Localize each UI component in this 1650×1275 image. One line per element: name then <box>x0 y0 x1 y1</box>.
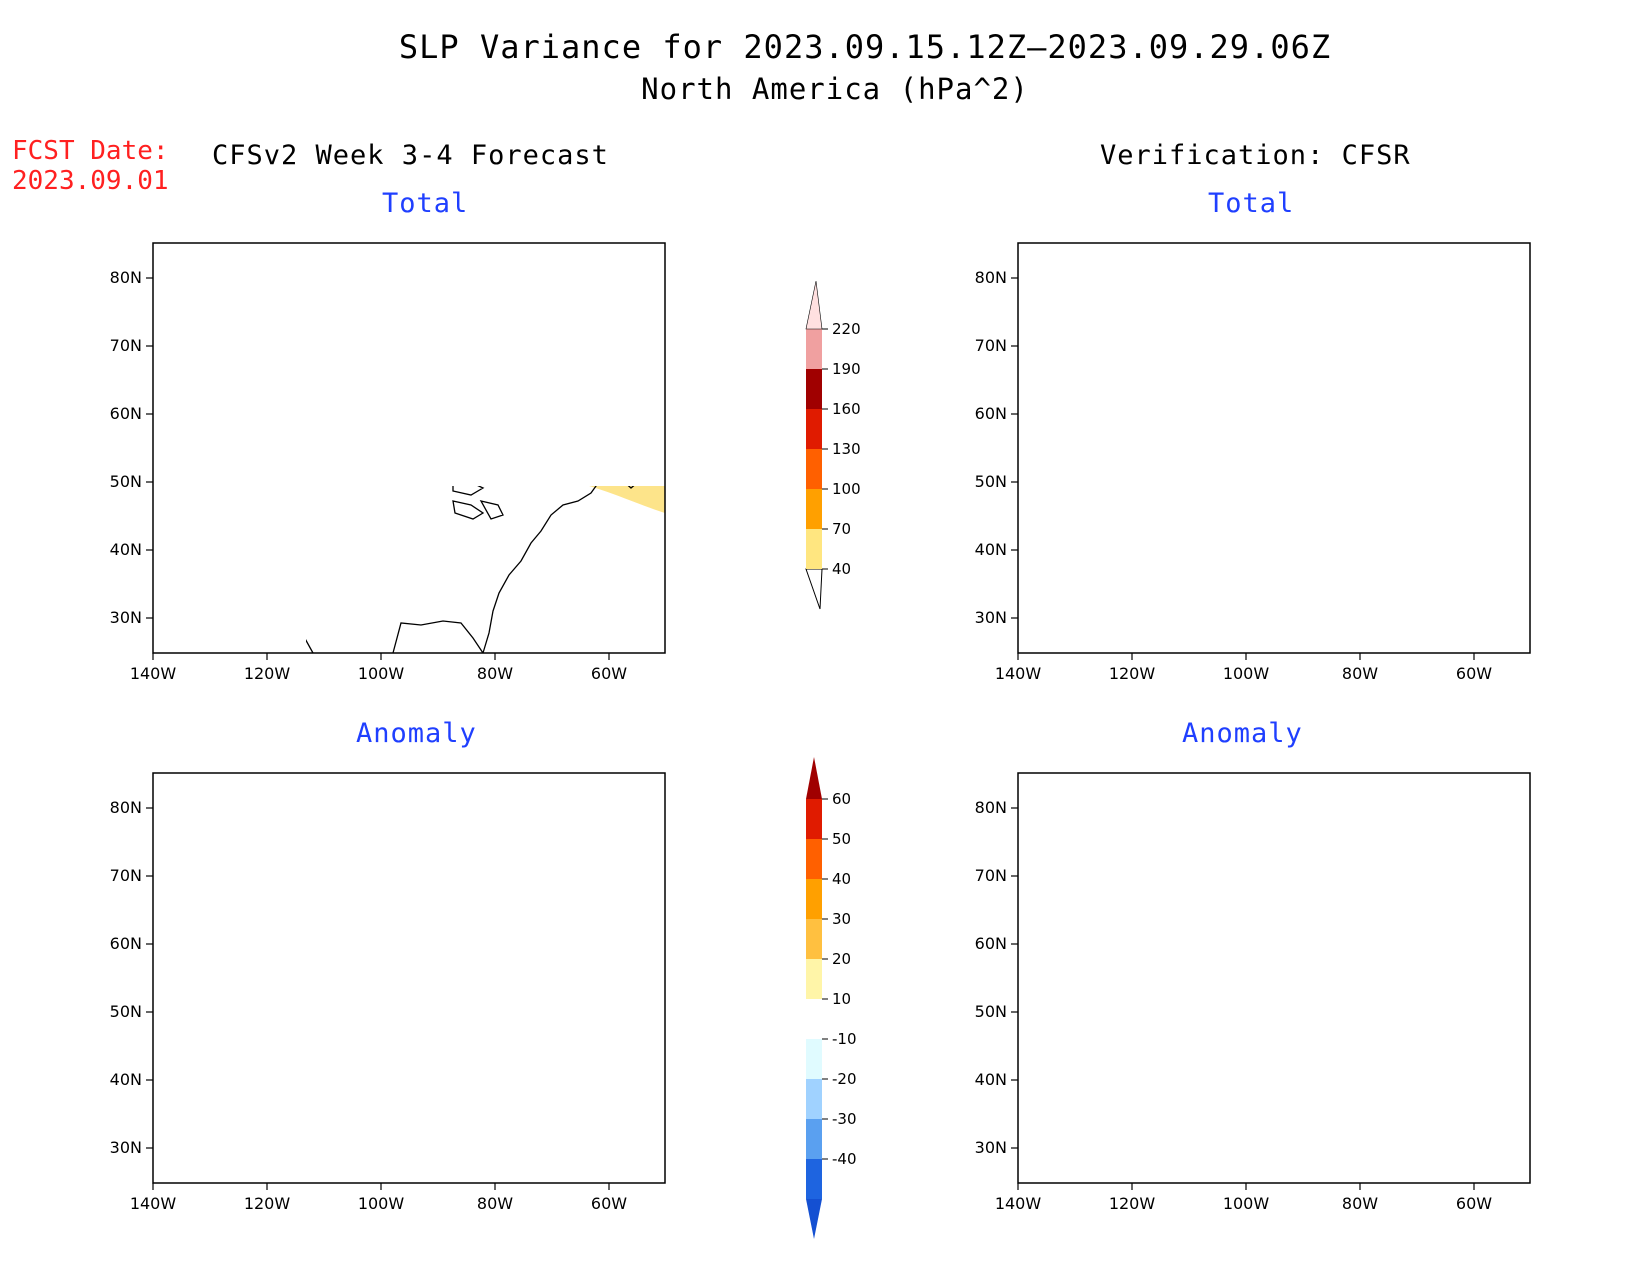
panel-title-verif-anomaly: Anomaly <box>1182 718 1303 749</box>
colorbar-label: 40 <box>832 560 851 578</box>
lat-tick-label: 40N <box>110 540 142 559</box>
colorbar-label: 50 <box>832 830 851 848</box>
colorbar-label: -20 <box>832 1070 857 1088</box>
colorbar-label: 40 <box>832 870 851 888</box>
lat-tick-label: 40N <box>975 1070 1007 1089</box>
lat-tick-label: 50N <box>975 1002 1007 1021</box>
colorbar-swatch <box>806 1159 822 1199</box>
colorbar-swatch <box>806 879 822 919</box>
lon-tick-label: 60W <box>1456 664 1492 683</box>
colorbar-swatch <box>806 959 822 999</box>
colorbar-label: 100 <box>832 480 861 498</box>
lat-tick-label: 60N <box>110 934 142 953</box>
lat-tick-label: 40N <box>975 540 1007 559</box>
colorbar-label: 220 <box>832 320 861 338</box>
colorbar-label: 160 <box>832 400 861 418</box>
panel-title-fcst-anomaly: Anomaly <box>356 718 477 749</box>
colorbar-end-low <box>806 1199 822 1239</box>
colorbar-label: 130 <box>832 440 861 458</box>
colorbar-anomaly: 60 50 40 30 20 10 -10 -20 -30 -40 <box>806 757 857 1239</box>
lon-tick-label: 80W <box>477 664 513 683</box>
lon-tick-label: 120W <box>1109 664 1156 683</box>
lat-tick-label: 60N <box>975 404 1007 423</box>
panel-title-verif-total: Total <box>1208 188 1295 219</box>
lon-tick-label: 80W <box>1342 664 1378 683</box>
lon-tick-label: 80W <box>477 1194 513 1213</box>
colorbar-total: 40 70 100 130 160 190 220 <box>805 280 861 610</box>
lon-tick-label: 60W <box>1456 1194 1492 1213</box>
colorbar-swatch <box>806 409 822 449</box>
lat-tick-label: 30N <box>110 1138 142 1157</box>
colorbar-swatch <box>806 1119 822 1159</box>
colorbar-swatch <box>806 369 822 409</box>
lat-tick-label: 60N <box>975 934 1007 953</box>
verification-column-header: Verification: CFSR <box>1100 140 1411 171</box>
colorbar-swatch <box>806 329 822 369</box>
lon-tick-label: 100W <box>358 664 405 683</box>
forecast-column-header: CFSv2 Week 3-4 Forecast <box>212 140 609 171</box>
lon-tick-label: 100W <box>1223 664 1270 683</box>
lat-tick-label: 30N <box>110 608 142 627</box>
colorbar-label: -40 <box>832 1150 857 1168</box>
lon-tick-label: 140W <box>130 1194 177 1213</box>
lat-tick-label: 70N <box>110 336 142 355</box>
axes-layer: 80N 70N 60N 50N 40N 30N 140W 120W 100W 80W 60W 80N 7… <box>110 268 1493 1213</box>
colorbar-end-low <box>805 568 823 610</box>
chart-title: SLP Variance for 2023.09.15.12Z–2023.09.… <box>398 28 1332 66</box>
lon-tick-label: 100W <box>358 1194 405 1213</box>
lat-tick-label: 80N <box>110 268 142 287</box>
lon-tick-label: 120W <box>244 1194 291 1213</box>
fcst-date-label: FCST Date: <box>12 136 169 166</box>
lon-tick-label: 140W <box>130 664 177 683</box>
lon-tick-label: 60W <box>591 1194 627 1213</box>
colorbar-end-high <box>806 757 822 799</box>
colorbar-label: 70 <box>832 520 851 538</box>
panel-title-fcst-total: Total <box>382 188 469 219</box>
lat-tick-label: 50N <box>110 1002 142 1021</box>
colorbar-swatch <box>806 999 822 1039</box>
colorbar-swatch <box>806 1039 822 1079</box>
lat-tick-label: 60N <box>110 404 142 423</box>
lat-tick-label: 70N <box>110 866 142 885</box>
colorbar-swatch <box>806 1079 822 1119</box>
lon-tick-label: 140W <box>995 664 1042 683</box>
colorbar-label: 190 <box>832 360 861 378</box>
colorbar-label: 10 <box>832 990 851 1008</box>
lon-tick-label: 120W <box>244 664 291 683</box>
lat-tick-label: 50N <box>110 472 142 491</box>
lat-tick-label: 50N <box>975 472 1007 491</box>
colorbar-label: 60 <box>832 790 851 808</box>
map-verif-total <box>1017 242 1531 654</box>
lat-tick-label: 80N <box>110 798 142 817</box>
lat-tick-label: 30N <box>975 1138 1007 1157</box>
lat-tick-label: 40N <box>110 1070 142 1089</box>
colorbar-swatch <box>806 839 822 879</box>
colorbar-label: -30 <box>832 1110 857 1128</box>
colorbar-label: 30 <box>832 910 851 928</box>
colorbar-swatch <box>806 529 822 569</box>
lon-tick-label: 140W <box>995 1194 1042 1213</box>
colorbar-swatch <box>806 799 822 839</box>
map-verif-anomaly <box>1017 772 1531 1184</box>
colorbar-label: 20 <box>832 950 851 968</box>
lat-tick-label: 70N <box>975 336 1007 355</box>
colorbar-swatch <box>805 280 823 330</box>
fcst-date-value: 2023.09.01 <box>12 166 169 196</box>
map-fcst-anomaly <box>152 772 666 1184</box>
lon-tick-label: 100W <box>1223 1194 1270 1213</box>
lat-tick-label: 70N <box>975 866 1007 885</box>
map-fcst-total <box>152 242 666 654</box>
colorbar-swatch <box>806 449 822 489</box>
colorbar-swatch <box>806 919 822 959</box>
lat-tick-label: 80N <box>975 268 1007 287</box>
lon-tick-label: 120W <box>1109 1194 1156 1213</box>
chart-subtitle: North America (hPa^2) <box>641 72 1029 106</box>
lon-tick-label: 80W <box>1342 1194 1378 1213</box>
colorbar-swatch <box>806 489 822 529</box>
lon-tick-label: 60W <box>591 664 627 683</box>
lat-tick-label: 80N <box>975 798 1007 817</box>
lat-tick-label: 30N <box>975 608 1007 627</box>
colorbar-label: -10 <box>832 1030 857 1048</box>
